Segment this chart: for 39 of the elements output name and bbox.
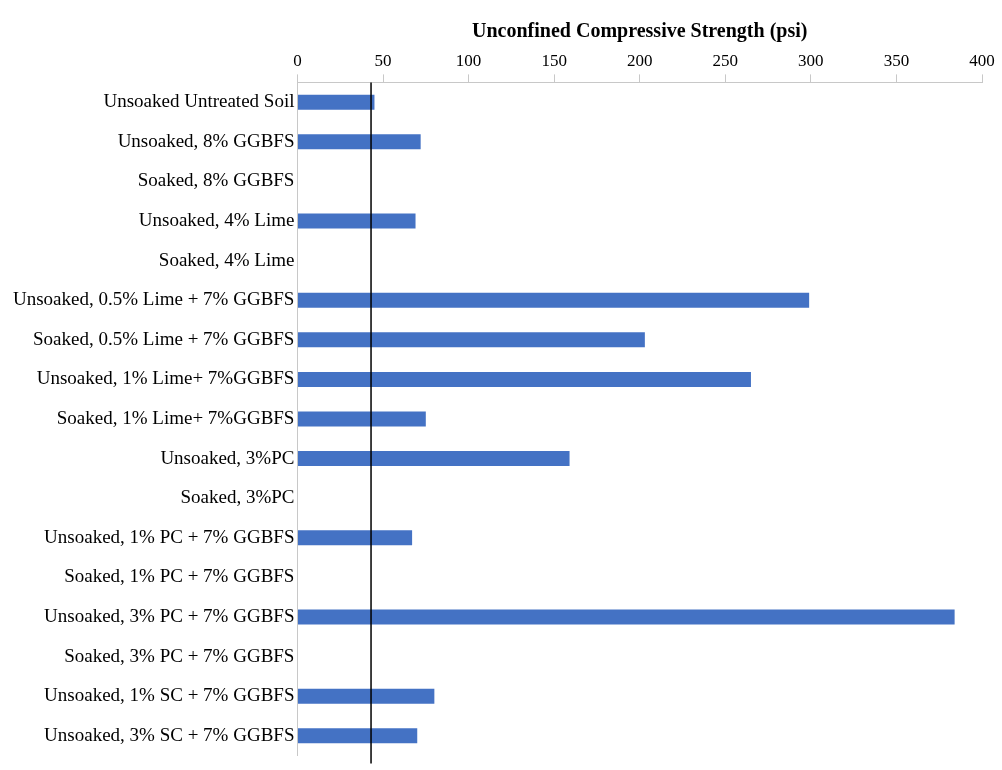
x-tick-label: 0	[293, 50, 302, 70]
y-tick-label: Soaked, 1% PC + 7% GGBFS	[64, 565, 295, 587]
x-tick-label: 200	[626, 50, 653, 70]
y-tick-label: Soaked, 3% PC + 7% GGBFS	[64, 644, 295, 666]
bar	[297, 728, 418, 744]
bar	[297, 332, 645, 348]
bar	[297, 530, 413, 546]
y-tick-label: Unsoaked, 0.5% Lime + 7% GGBFS	[12, 288, 295, 310]
y-tick-label: Unsoaked, 4% Lime	[138, 208, 295, 230]
y-tick-label: Soaked, 4% Lime	[158, 248, 295, 270]
y-tick-label: Unsoaked, 1% SC + 7% GGBFS	[44, 684, 295, 706]
x-tick-label: 150	[541, 50, 567, 70]
bar	[297, 134, 421, 150]
bar	[297, 411, 426, 427]
bar	[297, 609, 955, 625]
bar	[297, 213, 416, 229]
y-tick-label: Soaked, 1% Lime+ 7%GGBFS	[56, 406, 295, 428]
bar	[297, 94, 375, 110]
y-tick-label: Soaked, 0.5% Lime + 7% GGBFS	[33, 327, 295, 349]
x-tick-label: 350	[883, 50, 910, 70]
bar	[297, 292, 810, 308]
bar	[297, 451, 570, 467]
y-tick-label: Unsoaked, 8% GGBFS	[117, 129, 295, 151]
x-tick-label: 250	[712, 50, 739, 70]
y-tick-label: Unsoaked, 1% Lime+ 7%GGBFS	[36, 367, 295, 389]
y-tick-label: Unsoaked, 3% SC + 7% GGBFS	[44, 723, 295, 745]
bar	[297, 371, 751, 387]
x-tick-label: 400	[969, 50, 995, 70]
x-tick-label: 50	[374, 50, 392, 70]
y-tick-label: Unsoaked Untreated Soil	[103, 90, 295, 112]
y-tick-label: Soaked, 3%PC	[180, 486, 295, 508]
x-tick-label: 100	[455, 50, 482, 70]
bar	[297, 688, 435, 704]
y-tick-label: Soaked, 8% GGBFS	[137, 169, 295, 191]
x-axis-title: Unconfined Compressive Strength (psi)	[472, 19, 808, 43]
y-tick-label: Unsoaked, 3%PC	[160, 446, 295, 468]
y-tick-label: Unsoaked, 3% PC + 7% GGBFS	[44, 604, 295, 626]
x-tick-label: 300	[798, 50, 824, 70]
y-tick-label: Unsoaked, 1% PC + 7% GGBFS	[44, 525, 295, 547]
